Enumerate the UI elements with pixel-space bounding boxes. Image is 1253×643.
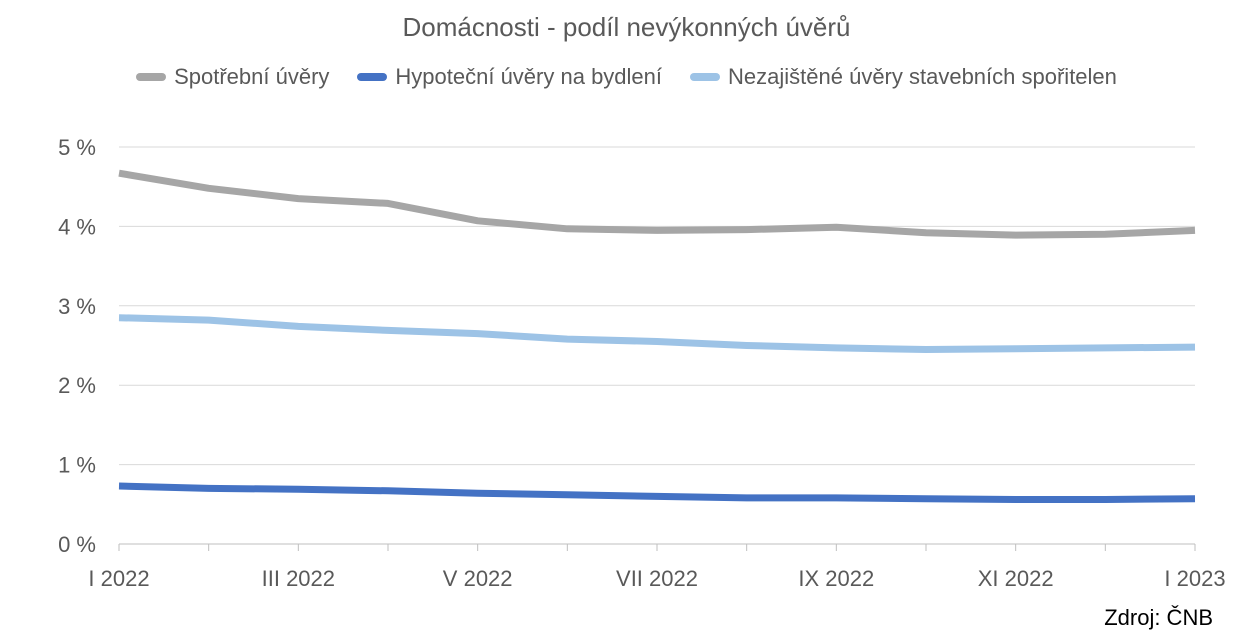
y-tick-label: 4 %	[58, 214, 96, 239]
legend-label: Nezajištěné úvěry stavebních spořitelen	[728, 64, 1117, 89]
y-tick-label: 5 %	[58, 135, 96, 160]
y-tick-label: 0 %	[58, 532, 96, 557]
x-tick-label: I 2022	[88, 566, 149, 591]
legend-item-3: Nezajištěné úvěry stavebních spořitelen	[690, 64, 1117, 90]
legend-label: Hypoteční úvěry na bydlení	[395, 64, 663, 89]
legend: Spotřební úvěry Hypoteční úvěry na bydlen…	[0, 64, 1253, 90]
series-line-2	[118, 482, 1196, 503]
legend-item-2: Hypoteční úvěry na bydlení	[357, 64, 662, 90]
x-tick-label: I 2023	[1164, 566, 1225, 591]
legend-label: Spotřební úvěry	[174, 64, 330, 89]
x-tick-label: XI 2022	[978, 566, 1054, 591]
chart-title: Domácnosti - podíl nevýkonných úvěrů	[402, 12, 851, 42]
y-tick-label: 3 %	[58, 294, 96, 319]
x-tick-label: III 2022	[262, 566, 335, 591]
y-tick-label: 2 %	[58, 373, 96, 398]
legend-swatch	[136, 73, 167, 81]
x-tick-label: V 2022	[443, 566, 513, 591]
x-tick-label: IX 2022	[798, 566, 874, 591]
legend-swatch	[357, 73, 388, 81]
series-line-1	[118, 169, 1196, 239]
source-note: Zdroj: ČNB	[1104, 605, 1213, 630]
x-tick-label: VII 2022	[616, 566, 698, 591]
series-line-3	[118, 314, 1196, 353]
y-tick-label: 1 %	[58, 453, 96, 478]
legend-item-1: Spotřební úvěry	[136, 64, 329, 90]
legend-swatch	[690, 73, 721, 81]
